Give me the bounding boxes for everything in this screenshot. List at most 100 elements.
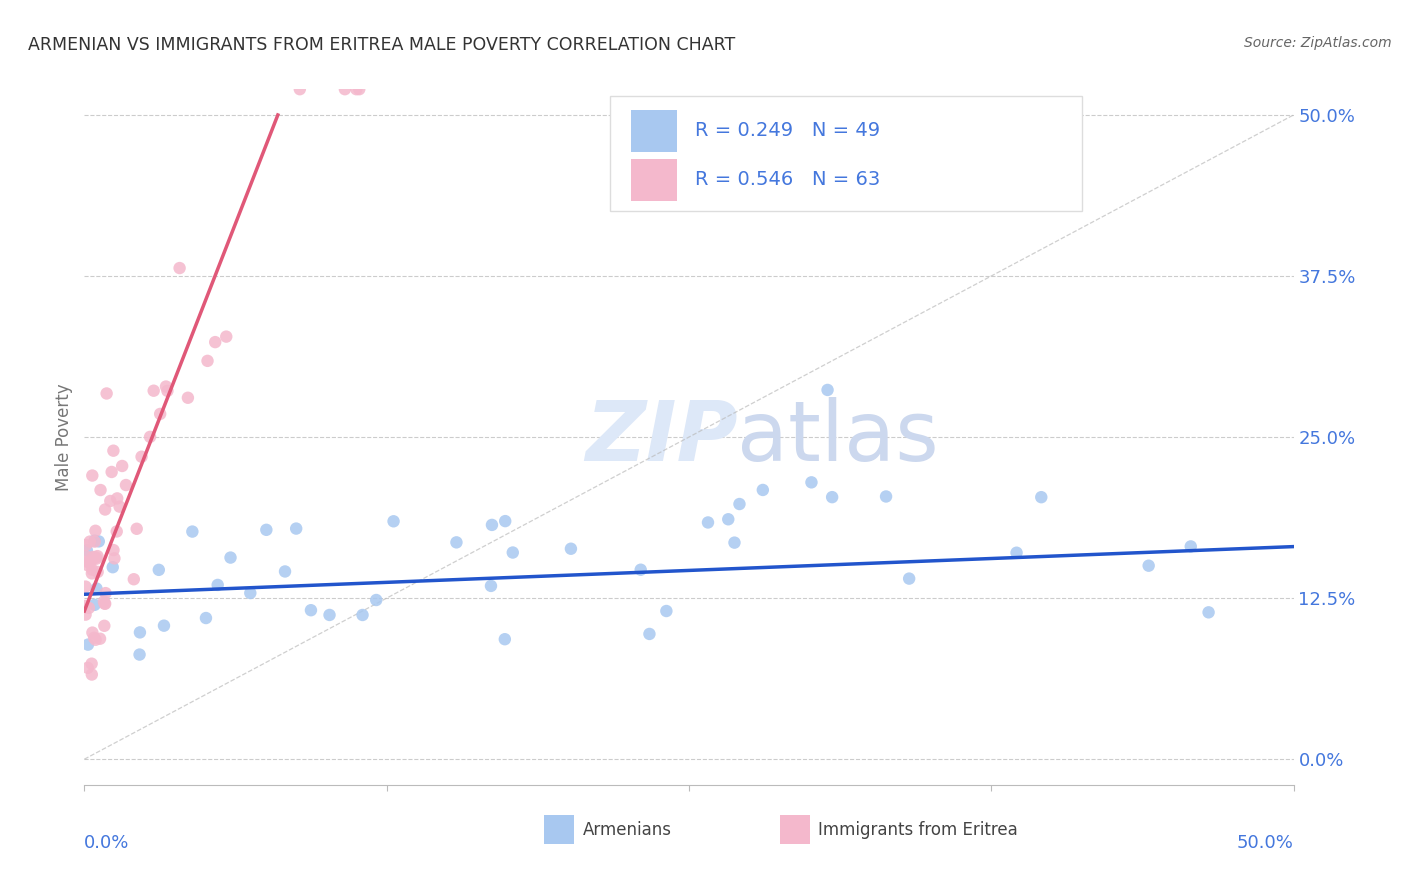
Point bbox=[479, 579, 502, 593]
Point bbox=[80, 667, 103, 681]
Point bbox=[80, 657, 103, 671]
Point bbox=[86, 565, 108, 579]
Point bbox=[86, 549, 108, 563]
Point bbox=[77, 601, 100, 615]
Point bbox=[105, 491, 128, 506]
Point bbox=[122, 572, 145, 586]
Bar bbox=[631, 159, 676, 201]
Point bbox=[148, 563, 170, 577]
Point bbox=[89, 632, 111, 646]
Point bbox=[817, 383, 839, 397]
Point bbox=[494, 514, 516, 528]
Point bbox=[717, 512, 740, 526]
Point bbox=[655, 604, 678, 618]
Point bbox=[84, 524, 107, 538]
Point bbox=[382, 514, 405, 528]
Point bbox=[155, 379, 177, 393]
Text: atlas: atlas bbox=[737, 397, 939, 477]
Point bbox=[101, 560, 124, 574]
Point bbox=[285, 522, 308, 536]
Text: ARMENIAN VS IMMIGRANTS FROM ERITREA MALE POVERTY CORRELATION CHART: ARMENIAN VS IMMIGRANTS FROM ERITREA MALE… bbox=[28, 36, 735, 54]
Point bbox=[149, 407, 172, 421]
Point bbox=[169, 261, 191, 276]
Point bbox=[288, 82, 311, 96]
Point bbox=[100, 465, 122, 479]
Y-axis label: Male Poverty: Male Poverty bbox=[55, 384, 73, 491]
Point bbox=[728, 497, 751, 511]
Point bbox=[105, 524, 128, 539]
Point bbox=[87, 534, 110, 549]
Point bbox=[93, 619, 115, 633]
Point bbox=[84, 632, 107, 647]
Point bbox=[125, 522, 148, 536]
Point bbox=[219, 550, 242, 565]
Point bbox=[299, 603, 322, 617]
Text: 0.0%: 0.0% bbox=[84, 834, 129, 852]
Text: 50.0%: 50.0% bbox=[1237, 834, 1294, 852]
Point bbox=[89, 483, 111, 497]
Point bbox=[111, 458, 134, 473]
Point bbox=[98, 494, 121, 508]
Point bbox=[96, 386, 118, 401]
Point bbox=[333, 82, 356, 96]
Point bbox=[80, 566, 103, 581]
Point bbox=[83, 631, 105, 645]
Point bbox=[239, 586, 262, 600]
Text: Armenians: Armenians bbox=[582, 822, 672, 839]
Point bbox=[82, 625, 104, 640]
Point bbox=[128, 648, 150, 662]
Point bbox=[898, 572, 921, 586]
Point bbox=[638, 627, 661, 641]
Point bbox=[103, 543, 125, 558]
Point bbox=[86, 551, 108, 566]
Point bbox=[1137, 558, 1160, 573]
Point bbox=[481, 517, 503, 532]
Point bbox=[875, 490, 897, 504]
Point bbox=[1031, 490, 1053, 504]
Bar bbox=[631, 110, 676, 152]
Text: Source: ZipAtlas.com: Source: ZipAtlas.com bbox=[1244, 36, 1392, 50]
Point bbox=[79, 534, 101, 549]
Point bbox=[115, 478, 138, 492]
Point bbox=[103, 443, 125, 458]
Point bbox=[108, 500, 131, 514]
Point bbox=[215, 329, 238, 343]
Point bbox=[103, 551, 125, 566]
Point bbox=[93, 594, 115, 608]
Point bbox=[630, 563, 652, 577]
FancyBboxPatch shape bbox=[610, 96, 1083, 211]
Text: ZIP: ZIP bbox=[585, 397, 737, 477]
Text: R = 0.546   N = 63: R = 0.546 N = 63 bbox=[695, 170, 880, 189]
Point bbox=[1198, 605, 1220, 619]
Point bbox=[156, 384, 179, 398]
Point bbox=[1180, 540, 1202, 554]
Point bbox=[79, 555, 101, 569]
Point bbox=[76, 555, 98, 569]
Text: R = 0.249   N = 49: R = 0.249 N = 49 bbox=[695, 121, 880, 140]
Point bbox=[75, 549, 97, 563]
Point bbox=[560, 541, 582, 556]
Point bbox=[254, 523, 277, 537]
Point bbox=[75, 607, 97, 622]
Point bbox=[366, 593, 388, 607]
Point bbox=[94, 597, 117, 611]
Point bbox=[207, 578, 229, 592]
Point bbox=[83, 534, 105, 549]
Point bbox=[83, 550, 105, 565]
Point bbox=[76, 661, 98, 675]
Point bbox=[77, 558, 100, 573]
Text: Immigrants from Eritrea: Immigrants from Eritrea bbox=[818, 822, 1018, 839]
Point bbox=[1005, 546, 1028, 560]
Point bbox=[800, 475, 823, 490]
Point bbox=[86, 582, 108, 596]
Point bbox=[197, 354, 219, 368]
Point bbox=[76, 543, 98, 558]
Point bbox=[752, 483, 775, 497]
Point bbox=[274, 565, 297, 579]
Point bbox=[194, 611, 217, 625]
Point bbox=[318, 607, 340, 622]
Point bbox=[142, 384, 165, 398]
Point bbox=[94, 502, 117, 516]
Point bbox=[129, 625, 152, 640]
Point bbox=[181, 524, 204, 539]
